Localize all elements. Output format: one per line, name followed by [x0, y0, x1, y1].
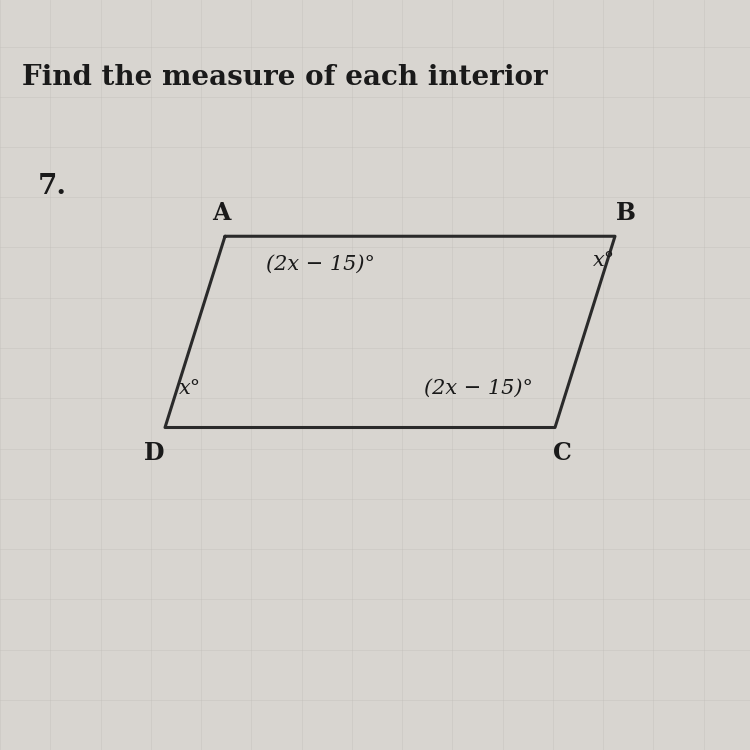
Text: D: D: [143, 441, 164, 465]
Text: (2x − 15)°: (2x − 15)°: [424, 379, 532, 398]
Text: 7.: 7.: [38, 172, 67, 200]
Text: (2x − 15)°: (2x − 15)°: [266, 255, 375, 274]
Text: x°: x°: [592, 251, 615, 270]
Text: C: C: [553, 441, 572, 465]
Text: B: B: [616, 201, 636, 225]
Text: x°: x°: [178, 379, 201, 398]
Text: A: A: [212, 201, 230, 225]
Text: Find the measure of each interior: Find the measure of each interior: [22, 64, 548, 91]
